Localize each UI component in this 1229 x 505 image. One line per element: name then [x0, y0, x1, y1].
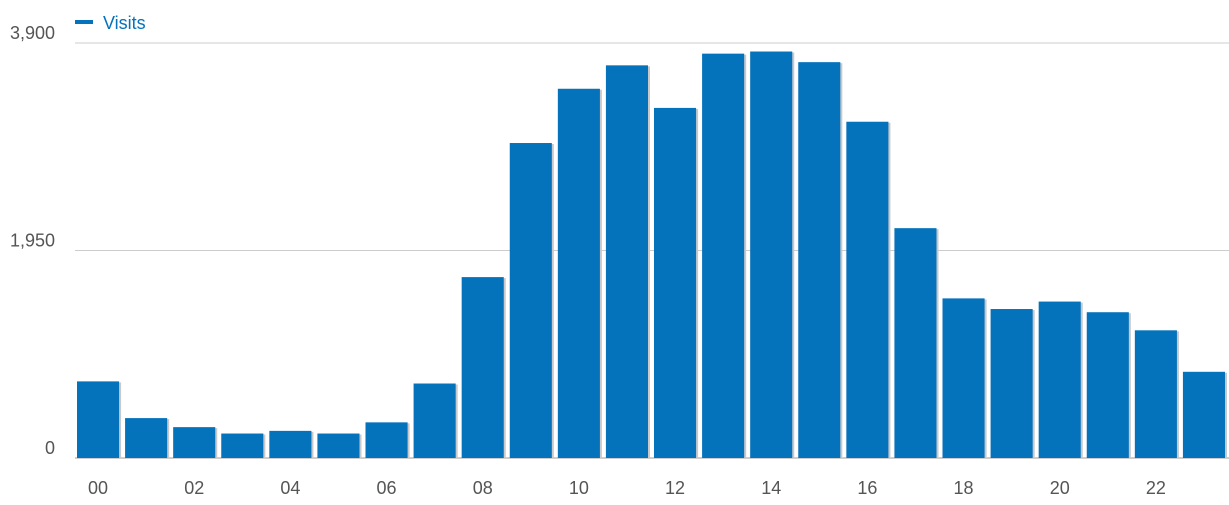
bar-13[interactable] — [702, 53, 745, 459]
bar-04[interactable] — [269, 430, 312, 458]
bar-02[interactable] — [173, 427, 216, 458]
bar-16[interactable] — [846, 121, 889, 458]
bar-20[interactable] — [1038, 301, 1081, 458]
bar-00[interactable] — [77, 381, 120, 458]
bar-06[interactable] — [365, 422, 408, 458]
bar-11[interactable] — [605, 65, 648, 458]
bar-01[interactable] — [125, 418, 168, 458]
x-tick-label: 04 — [280, 478, 300, 498]
x-tick-label: 02 — [184, 478, 204, 498]
y-tick-label: 0 — [45, 438, 55, 458]
bar-10[interactable] — [557, 88, 600, 458]
bar-03[interactable] — [221, 433, 264, 458]
x-tick-label: 14 — [761, 478, 781, 498]
x-tick-label: 06 — [377, 478, 397, 498]
bars — [77, 51, 1227, 459]
x-tick-label: 16 — [857, 478, 877, 498]
bar-23[interactable] — [1182, 371, 1225, 458]
legend[interactable]: Visits — [75, 13, 146, 33]
bar-14[interactable] — [750, 51, 793, 459]
gridlines — [75, 42, 1229, 459]
x-tick-label: 20 — [1050, 478, 1070, 498]
x-tick-label: 00 — [88, 478, 108, 498]
bar-18[interactable] — [942, 298, 985, 458]
x-axis-tick-labels: 00 02 04 06 08 10 12 14 16 18 20 22 — [88, 478, 1166, 498]
bar-22[interactable] — [1134, 330, 1177, 458]
bar-17[interactable] — [894, 228, 937, 458]
bar-09[interactable] — [509, 143, 552, 458]
legend-label-visits: Visits — [103, 13, 146, 33]
x-tick-label: 18 — [954, 478, 974, 498]
y-tick-label: 1,950 — [10, 231, 55, 251]
x-tick-label: 12 — [665, 478, 685, 498]
y-tick-label: 3,900 — [10, 23, 55, 43]
x-tick-label: 22 — [1146, 478, 1166, 498]
bar-08[interactable] — [461, 277, 504, 458]
legend-swatch-visits — [75, 20, 93, 24]
bar-05[interactable] — [317, 433, 360, 458]
bar-12[interactable] — [654, 107, 697, 459]
x-tick-label: 08 — [473, 478, 493, 498]
bar-15[interactable] — [798, 62, 841, 459]
bar-21[interactable] — [1086, 312, 1129, 458]
bar-19[interactable] — [990, 309, 1033, 458]
x-tick-label: 10 — [569, 478, 589, 498]
y-axis-tick-labels: 0 1,950 3,900 — [10, 23, 55, 458]
bar-07[interactable] — [413, 383, 456, 458]
